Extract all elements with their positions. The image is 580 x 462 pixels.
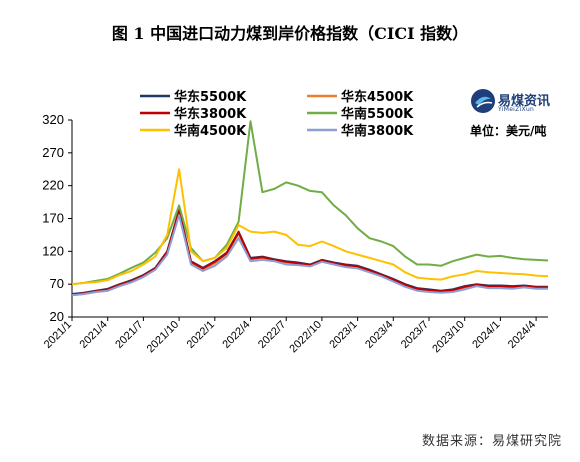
x-tick-label: 2022/10 <box>287 319 324 356</box>
x-tick-label: 2021/7 <box>113 319 145 351</box>
source-note: 数据来源：易煤研究院 <box>421 434 562 449</box>
series-line-6 <box>71 214 548 297</box>
yimei-logo-icon <box>471 89 495 113</box>
legend-label: 华南4500K <box>174 123 247 139</box>
y-tick-label: 320 <box>42 112 64 127</box>
x-tick-label: 2022/1 <box>185 319 217 351</box>
legend-label: 华东4500K <box>341 89 414 105</box>
legend-label: 华东3800K <box>174 106 247 122</box>
y-tick-label: 120 <box>42 243 64 258</box>
series-line-1 <box>71 209 548 295</box>
x-tick-label: 2022/4 <box>220 319 252 351</box>
x-tick-label: 2023/7 <box>399 319 431 351</box>
x-tick-label: 2023/1 <box>327 319 359 351</box>
x-tick-label: 2024/4 <box>506 319 538 351</box>
x-tick-label: 2021/4 <box>78 319 110 351</box>
x-tick-label: 2022/7 <box>256 319 288 351</box>
legend-label: 华南5500K <box>341 106 414 122</box>
legend-label: 华南3800K <box>341 123 414 139</box>
x-tick-label: 2023/4 <box>363 319 395 351</box>
x-tick-label: 2024/1 <box>470 319 502 351</box>
unit-label: 单位：美元/吨 <box>470 124 547 138</box>
y-tick-label: 220 <box>42 178 64 193</box>
y-tick-label: 70 <box>50 276 64 291</box>
brand-pinyin: YiMeiZiXun <box>498 106 535 113</box>
series-line-3 <box>71 209 548 296</box>
x-tick-label: 2023/10 <box>430 319 467 356</box>
series-line-4 <box>71 120 549 286</box>
legend-label: 华东5500K <box>174 89 247 105</box>
brand-name: 易煤资讯 <box>498 94 551 109</box>
y-tick-label: 170 <box>42 211 64 226</box>
x-tick-label: 2021/10 <box>145 319 182 356</box>
y-tick-label: 20 <box>50 309 64 324</box>
y-tick-label: 270 <box>42 145 64 160</box>
chart-title: 图 1 中国进口动力煤到岸价格指数（CICI 指数） <box>111 24 469 43</box>
series-line-5 <box>71 168 549 286</box>
